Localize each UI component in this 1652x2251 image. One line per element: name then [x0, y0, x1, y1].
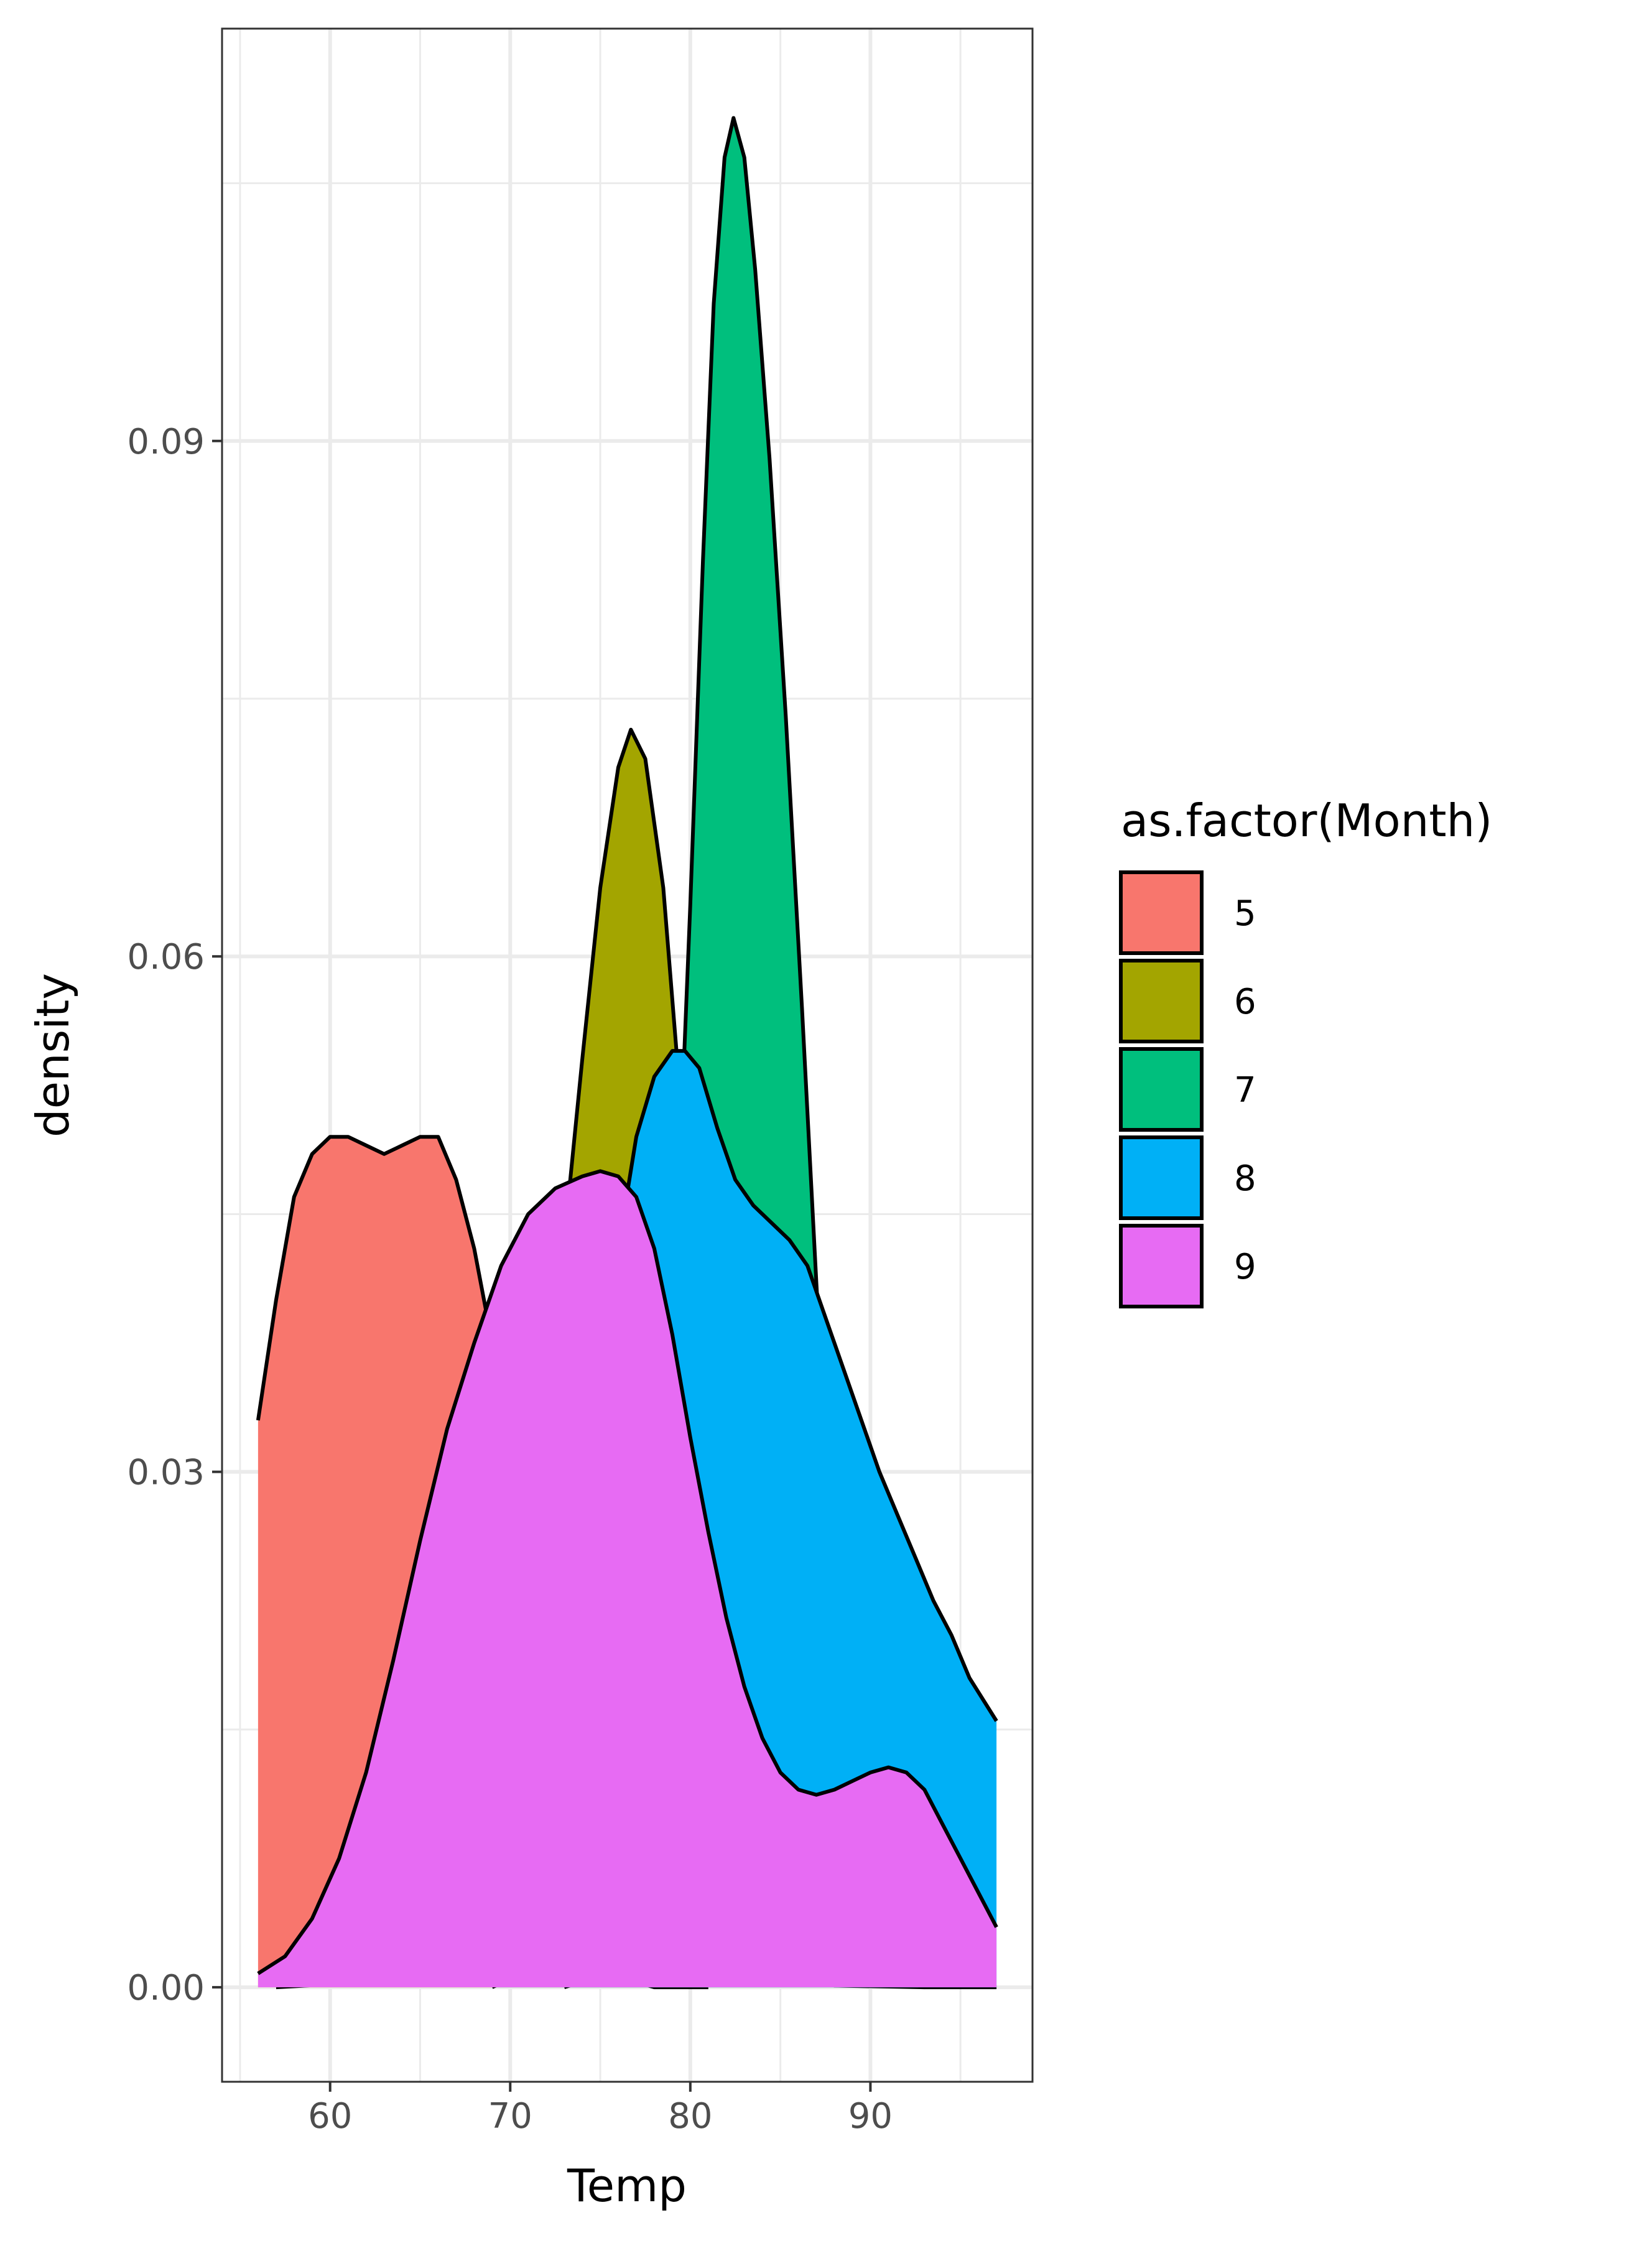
legend: as.factor(Month) 5 6 7 8 9	[1119, 795, 1492, 1308]
x-axis: 60 70 80 90	[308, 2082, 893, 2137]
legend-key-month-8	[1119, 1135, 1204, 1220]
legend-key-month-7	[1119, 1047, 1204, 1132]
legend-key-month-5	[1119, 870, 1204, 955]
legend-label-month-5: 5	[1234, 893, 1256, 934]
plot-border	[221, 27, 1034, 2083]
y-axis-title: density	[27, 973, 79, 1137]
legend-label-month-7: 7	[1234, 1070, 1256, 1111]
series-layer	[256, 116, 998, 1990]
legend-key-month-6	[1119, 959, 1204, 1043]
density-area-month-9	[258, 1171, 997, 1988]
x-tick-label: 90	[848, 2096, 893, 2137]
y-axis: 0.00 0.03 0.06 0.09	[127, 422, 222, 2008]
x-tick-label: 60	[308, 2096, 352, 2137]
y-tick-label: 0.00	[127, 1968, 205, 2008]
density-line-month-9	[257, 1169, 998, 1975]
x-axis-title: Temp	[567, 2160, 687, 2212]
y-tick-label: 0.03	[127, 1453, 205, 1493]
legend-label-month-9: 9	[1234, 1247, 1256, 1287]
x-tick-label: 70	[488, 2096, 532, 2137]
legend-title: as.factor(Month)	[1121, 795, 1492, 847]
legend-label-month-6: 6	[1234, 982, 1256, 1022]
y-tick-label: 0.09	[127, 422, 205, 462]
y-tick-label: 0.06	[127, 937, 205, 977]
x-tick-label: 80	[668, 2096, 712, 2137]
legend-key-month-9	[1119, 1224, 1204, 1308]
legend-label-month-8: 8	[1234, 1158, 1256, 1199]
